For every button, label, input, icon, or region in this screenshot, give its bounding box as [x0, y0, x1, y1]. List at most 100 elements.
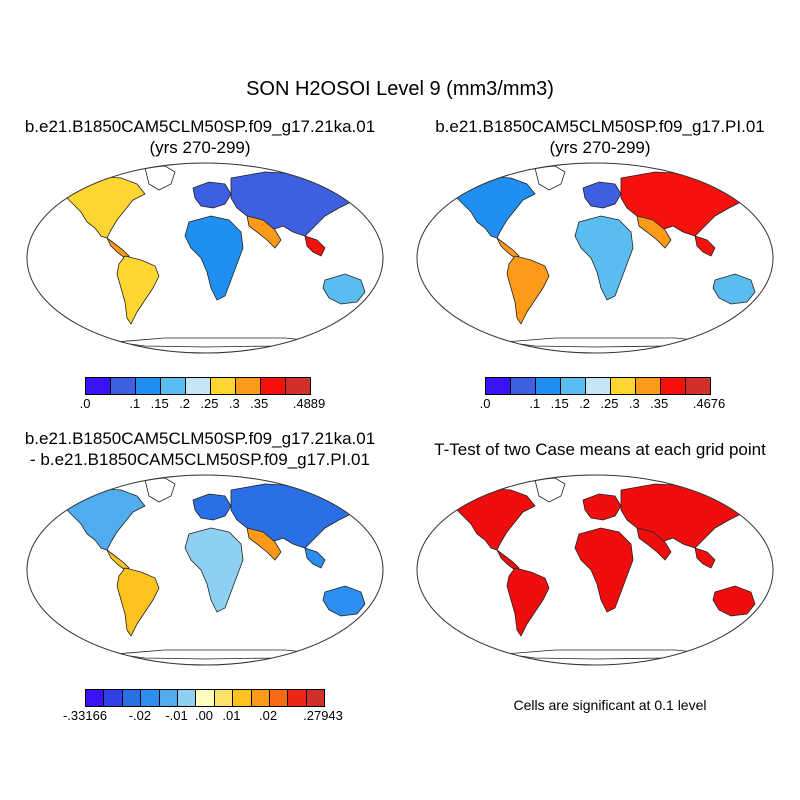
continent-antarctica — [504, 337, 716, 348]
continent-south-america — [506, 255, 550, 325]
continent-africa — [574, 527, 634, 613]
continent-arabia-india — [246, 527, 282, 561]
panel-title-line1: T-Test of two Case means at each grid po… — [434, 440, 766, 459]
colorbar-swatch — [122, 690, 142, 706]
panel-title-line1: b.e21.B1850CAM5CLM50SP.f09_g17.21ka.01 — [24, 429, 376, 448]
panel-title-line2: - b.e21.B1850CAM5CLM50SP.f09_g17.PI.01 — [30, 450, 370, 469]
continent-north-america — [454, 175, 536, 239]
colorbar-swatch — [141, 690, 160, 706]
continent-europe — [582, 493, 622, 521]
map-panel-pi — [416, 162, 774, 354]
continent-southeast-asia — [694, 547, 716, 569]
colorbar-swatch — [159, 690, 178, 706]
colorbar-swatch — [611, 378, 636, 394]
continent-africa — [574, 215, 634, 301]
colorbar-ticks-difference: -.33166 -.02 -.01 .00 .01 .02 .27943 — [63, 708, 343, 726]
panel-title-top-left: b.e21.B1850CAM5CLM50SP.f09_g17.21ka.01 (… — [0, 116, 400, 158]
continent-arabia-india — [636, 527, 672, 561]
continent-greenland — [534, 477, 566, 503]
colorbar-pi — [485, 377, 711, 395]
continent-greenland — [144, 165, 176, 191]
continent-australia — [712, 585, 756, 617]
colorbar-tick-label: .00 — [194, 708, 214, 723]
colorbar-ticks-21ka: .0 .1 .15 .2 .25 .3 .35 .4889 — [80, 396, 326, 414]
map-boundary — [416, 474, 774, 666]
colorbar-tick-label: .4676 — [692, 396, 726, 411]
colorbar-swatch — [261, 378, 286, 394]
colorbar-swatch — [236, 378, 261, 394]
continent-europe — [582, 181, 622, 209]
panel-title-bottom-right: T-Test of two Case means at each grid po… — [400, 439, 800, 460]
colorbar-tick-label: .35 — [650, 396, 669, 411]
colorbar-swatch — [286, 378, 310, 394]
colorbar-tick-label: .15 — [550, 396, 569, 411]
colorbar-tick-label: .0 — [79, 396, 91, 411]
map-boundary — [416, 162, 774, 354]
colorbar-tick-label: .35 — [250, 396, 269, 411]
colorbar-swatch — [214, 690, 234, 706]
panel-title-line2: (yrs 270-299) — [149, 138, 251, 157]
colorbar-swatch — [233, 690, 252, 706]
continent-north-america — [64, 175, 146, 239]
colorbar-swatch — [288, 690, 307, 706]
colorbar-tick-label: .4889 — [292, 396, 326, 411]
colorbar-tick-label: .1 — [529, 396, 541, 411]
panel-title-top-right: b.e21.B1850CAM5CLM50SP.f09_g17.PI.01 (yr… — [400, 116, 800, 158]
continent-europe — [192, 493, 232, 521]
colorbar-swatch — [196, 690, 215, 706]
colorbar-tick-label: -.02 — [128, 708, 152, 723]
colorbar-swatch — [686, 378, 710, 394]
colorbar-tick-label: .3 — [628, 396, 640, 411]
colorbar-swatch — [186, 378, 211, 394]
colorbar-tick-label: .2 — [179, 396, 190, 411]
map-panel-difference — [26, 474, 384, 666]
colorbar-tick-label: .01 — [222, 708, 241, 723]
colorbar-tick-label: -.01 — [165, 708, 188, 723]
colorbar-swatch — [86, 690, 105, 706]
continent-south-america — [116, 567, 160, 637]
colorbar-tick-label: .0 — [479, 396, 491, 411]
panel-title-line1: b.e21.B1850CAM5CLM50SP.f09_g17.21ka.01 — [24, 117, 376, 136]
colorbar-swatch — [136, 378, 161, 394]
colorbar-swatch — [511, 378, 536, 394]
colorbar-swatch — [211, 378, 236, 394]
ttest-caption: Cells are significant at 0.1 level — [513, 697, 707, 713]
continent-arabia-india — [636, 215, 672, 249]
map-boundary — [26, 162, 384, 354]
colorbar-swatch — [104, 690, 123, 706]
continent-central-america — [496, 549, 520, 571]
colorbar-swatch — [636, 378, 661, 394]
map-panel-21ka — [26, 162, 384, 354]
continent-arabia-india — [246, 215, 282, 249]
colorbar-ticks-pi: .0 .1 .15 .2 .25 .3 .35 .4676 — [480, 396, 726, 414]
continent-central-america — [496, 237, 520, 259]
continent-north-america — [64, 487, 146, 551]
continent-southeast-asia — [304, 547, 326, 569]
panel-title-line1: b.e21.B1850CAM5CLM50SP.f09_g17.PI.01 — [435, 117, 765, 136]
colorbar-tick-label: .27943 — [303, 708, 343, 723]
colorbar-tick-label: .15 — [150, 396, 169, 411]
colorbar-tick-label: .2 — [579, 396, 590, 411]
continent-africa — [184, 527, 244, 613]
continent-australia — [322, 273, 366, 305]
continent-central-america — [106, 237, 130, 259]
colorbar-swatch — [177, 690, 197, 706]
map-panel-ttest — [416, 474, 774, 666]
colorbar-swatch — [269, 690, 289, 706]
continent-central-america — [106, 549, 130, 571]
panel-title-line2: (yrs 270-299) — [549, 138, 651, 157]
colorbar-swatch — [86, 378, 111, 394]
colorbar-swatch — [306, 690, 325, 706]
figure-title: SON H2OSOI Level 9 (mm3/mm3) — [246, 78, 554, 100]
continent-southeast-asia — [694, 235, 716, 257]
colorbar-tick-label: .25 — [200, 396, 219, 411]
continent-south-america — [116, 255, 160, 325]
continent-europe — [192, 181, 232, 209]
colorbar-swatch — [536, 378, 561, 394]
colorbar-swatch — [251, 690, 270, 706]
panel-title-bottom-left: b.e21.B1850CAM5CLM50SP.f09_g17.21ka.01 -… — [0, 428, 400, 470]
colorbar-tick-label: .02 — [259, 708, 278, 723]
colorbar-difference — [85, 689, 325, 707]
continent-antarctica — [114, 337, 326, 348]
colorbar-swatch — [486, 378, 511, 394]
